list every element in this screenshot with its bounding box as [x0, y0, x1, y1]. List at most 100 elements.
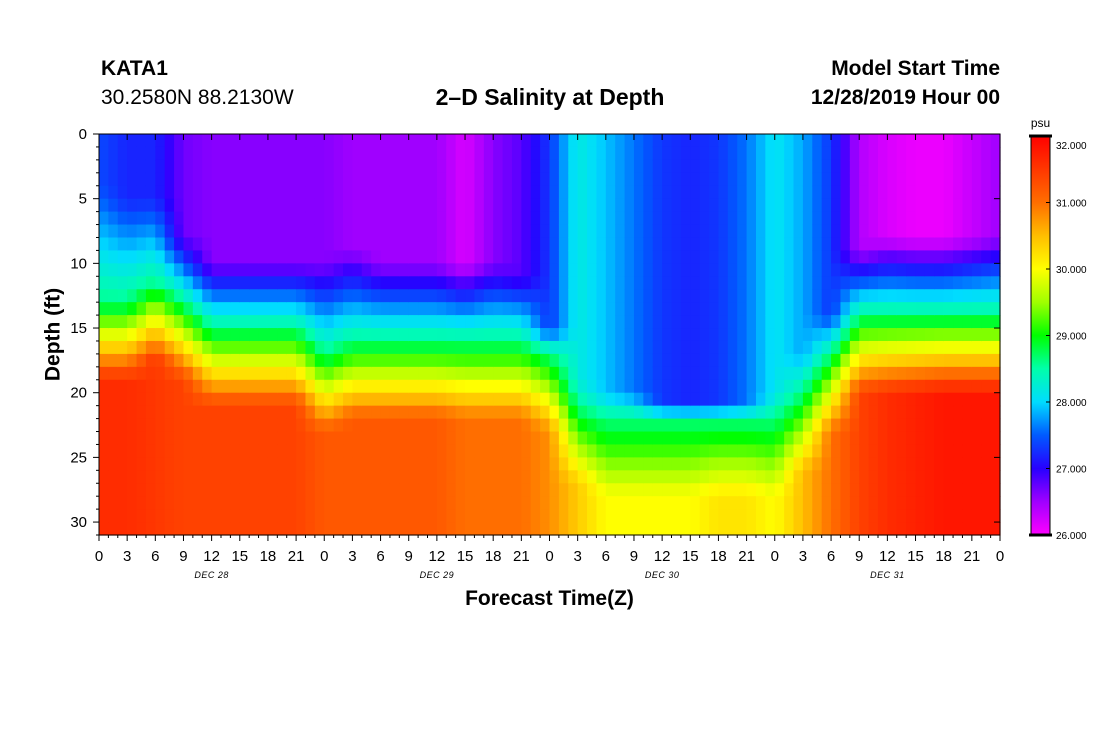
heatmap-cell: [155, 483, 166, 497]
heatmap-cell: [746, 431, 757, 446]
y-axis-title: Depth (ft): [41, 288, 64, 381]
heatmap-cell: [962, 263, 973, 277]
heatmap-cell: [249, 418, 260, 433]
heatmap-cell: [465, 483, 476, 497]
heatmap-cell: [408, 250, 419, 264]
heatmap-cell: [680, 250, 691, 264]
heatmap-cell: [324, 353, 335, 368]
heatmap-cell: [418, 496, 429, 510]
heatmap-cell: [436, 263, 447, 277]
heatmap-cell: [915, 289, 926, 303]
heatmap-cell: [924, 392, 935, 407]
heatmap-cell: [812, 431, 823, 446]
heatmap-cell: [493, 172, 504, 187]
heatmap-cell: [802, 431, 813, 446]
heatmap-cell: [436, 328, 447, 342]
heatmap-cell: [314, 328, 325, 342]
heatmap-cell: [314, 392, 325, 407]
heatmap-cell: [389, 457, 400, 471]
heatmap-cell: [267, 366, 278, 381]
heatmap-cell: [558, 431, 569, 446]
heatmap-cell: [164, 289, 175, 303]
model-start-value: 12/28/2019 Hour 00: [810, 86, 1000, 109]
heatmap-cell: [577, 379, 588, 394]
heatmap-cell: [436, 211, 447, 226]
heatmap-cell: [840, 340, 851, 355]
heatmap-cell: [690, 302, 701, 316]
heatmap-cell: [652, 146, 663, 161]
heatmap-cell: [408, 522, 419, 536]
heatmap-cell: [145, 315, 156, 329]
heatmap-cell: [127, 211, 138, 226]
heatmap-cell: [399, 185, 410, 200]
heatmap-cell: [633, 263, 644, 277]
heatmap-cell: [690, 470, 701, 484]
heatmap-cell: [680, 134, 691, 148]
heatmap-cell: [455, 237, 466, 252]
heatmap-cell: [239, 237, 250, 252]
heatmap-cell: [108, 315, 119, 329]
heatmap-cell: [389, 134, 400, 148]
heatmap-cell: [474, 250, 485, 264]
heatmap-cell: [633, 159, 644, 174]
heatmap-cell: [877, 198, 888, 213]
heatmap-cell: [971, 470, 982, 484]
heatmap-cell: [418, 483, 429, 497]
heatmap-cell: [493, 509, 504, 523]
heatmap-cell: [718, 250, 729, 264]
heatmap-cell: [155, 444, 166, 458]
heatmap-cell: [474, 328, 485, 342]
heatmap-cell: [699, 405, 710, 420]
heatmap-cell: [343, 315, 354, 329]
heatmap-cell: [99, 289, 109, 303]
heatmap-cell: [502, 418, 513, 433]
heatmap-cell: [840, 431, 851, 446]
heatmap-cell: [831, 250, 842, 264]
heatmap-cell: [399, 444, 410, 458]
heatmap-cell: [737, 159, 748, 174]
heatmap-cell: [211, 224, 222, 239]
heatmap-cell: [493, 353, 504, 368]
heatmap-cell: [145, 250, 156, 264]
heatmap-cell: [145, 509, 156, 523]
heatmap-cell: [906, 159, 917, 174]
heatmap-cell: [596, 431, 607, 446]
heatmap-cell: [333, 276, 344, 290]
heatmap-cell: [915, 483, 926, 497]
heatmap-cell: [549, 444, 560, 458]
heatmap-cell: [314, 379, 325, 394]
heatmap-cell: [117, 470, 128, 484]
heatmap-cell: [380, 431, 391, 446]
heatmap-cell: [296, 276, 307, 290]
heatmap-cell: [605, 172, 616, 187]
heatmap-cell: [906, 444, 917, 458]
heatmap-cell: [990, 237, 1001, 252]
heatmap-cell: [915, 198, 926, 213]
heatmap-cell: [239, 340, 250, 355]
heatmap-cell: [258, 211, 269, 226]
heatmap-cell: [258, 444, 269, 458]
heatmap-cell: [624, 237, 635, 252]
heatmap-cell: [859, 224, 870, 239]
heatmap-cell: [755, 483, 766, 497]
heatmap-cell: [624, 302, 635, 316]
heatmap-cell: [774, 224, 785, 239]
heatmap-cell: [737, 263, 748, 277]
heatmap-cell: [577, 431, 588, 446]
heatmap-cell: [427, 483, 438, 497]
heatmap-cell: [962, 496, 973, 510]
heatmap-cell: [699, 250, 710, 264]
heatmap-cell: [784, 379, 795, 394]
heatmap-cell: [108, 263, 119, 277]
heatmap-cell: [258, 457, 269, 471]
heatmap-cell: [192, 366, 203, 381]
heatmap-cell: [680, 353, 691, 368]
heatmap-cell: [258, 289, 269, 303]
heatmap-cell: [934, 405, 945, 420]
heatmap-cell: [540, 366, 551, 381]
heatmap-cell: [267, 340, 278, 355]
heatmap-cell: [915, 496, 926, 510]
heatmap-cell: [981, 328, 992, 342]
heatmap-cell: [258, 366, 269, 381]
heatmap-cell: [127, 457, 138, 471]
